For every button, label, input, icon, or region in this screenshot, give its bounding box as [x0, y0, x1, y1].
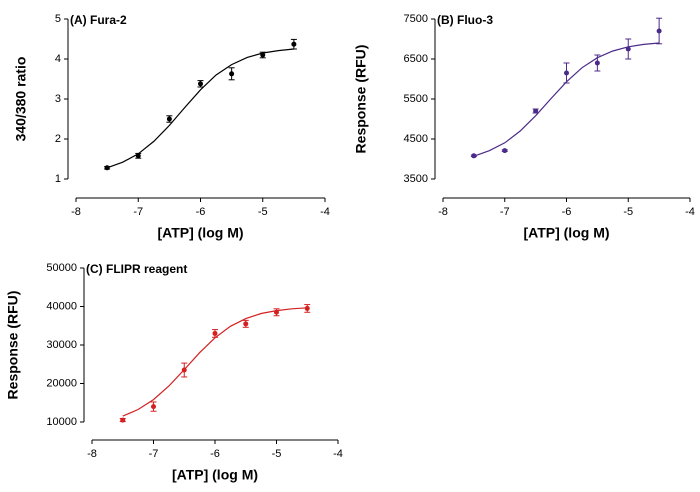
- x-tick-label: -6: [210, 448, 220, 460]
- data-point: [260, 52, 266, 58]
- y-axis-label: Response (RFU): [353, 45, 369, 154]
- data-point: [502, 148, 508, 154]
- x-tick-label: -7: [149, 448, 159, 460]
- y-tick-label: 5500: [404, 93, 428, 105]
- data-point: [274, 309, 279, 315]
- data-point: [291, 41, 297, 47]
- y-tick-label: 2: [55, 133, 61, 145]
- x-tick-label: -6: [196, 206, 206, 218]
- fit-curve: [106, 48, 294, 169]
- data-point: [198, 81, 203, 87]
- y-tick-label: 4500: [404, 133, 428, 145]
- data-point: [304, 305, 310, 311]
- data-point: [656, 28, 662, 34]
- x-tick-label: -4: [320, 206, 330, 218]
- data-point: [212, 330, 218, 336]
- x-tick-label: -8: [71, 206, 81, 218]
- fit-curve: [122, 307, 308, 417]
- y-tick-label: 4: [55, 53, 61, 65]
- data-point: [533, 108, 539, 114]
- x-axis-label: [ATP] (log M): [157, 225, 243, 241]
- y-tick-label: 1: [55, 173, 61, 185]
- data-point: [594, 60, 600, 66]
- x-tick-label: -5: [272, 448, 282, 460]
- x-tick-label: -4: [333, 448, 343, 460]
- x-axis-label: [ATP] (log M): [523, 225, 609, 241]
- x-axis-label: [ATP] (log M): [172, 467, 258, 483]
- data-point: [471, 153, 477, 159]
- y-tick-label: 40000: [46, 300, 77, 312]
- chart-title: (C) FLIPR reagent: [86, 262, 187, 276]
- y-tick-label: 3: [55, 93, 61, 105]
- chart-title: (B) Fluo-3: [437, 13, 493, 27]
- data-point: [166, 116, 172, 122]
- y-axis-label: 340/380 ratio: [13, 57, 29, 142]
- data-point: [229, 71, 235, 77]
- x-tick-label: -7: [500, 206, 510, 218]
- y-tick-label: 5: [55, 13, 61, 25]
- data-point: [151, 404, 156, 410]
- data-point: [243, 321, 249, 327]
- fit-curve: [473, 42, 660, 157]
- y-tick-label: 20000: [46, 377, 77, 389]
- y-tick-label: 3500: [404, 173, 428, 185]
- x-tick-label: -8: [438, 206, 448, 218]
- data-point: [135, 153, 141, 159]
- y-tick-label: 6500: [404, 53, 428, 65]
- x-tick-label: -4: [685, 206, 695, 218]
- x-tick-label: -8: [87, 448, 97, 460]
- data-point: [564, 70, 569, 76]
- data-point: [104, 165, 110, 171]
- y-tick-label: 50000: [46, 262, 77, 274]
- data-point: [625, 46, 631, 52]
- chart-title: (A) Fura-2: [70, 13, 127, 27]
- data-point: [181, 367, 187, 373]
- y-axis-label: Response (RFU): [5, 291, 21, 400]
- data-point: [120, 417, 126, 423]
- x-tick-label: -5: [258, 206, 268, 218]
- x-tick-label: -7: [133, 206, 143, 218]
- x-tick-label: -5: [623, 206, 633, 218]
- x-tick-label: -6: [562, 206, 572, 218]
- y-tick-label: 7500: [404, 13, 428, 25]
- y-tick-label: 10000: [46, 416, 77, 428]
- y-tick-label: 30000: [46, 339, 77, 351]
